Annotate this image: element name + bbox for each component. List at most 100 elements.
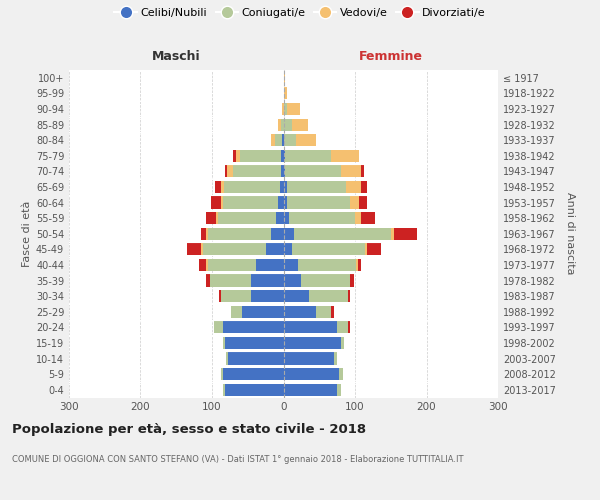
Bar — [280, 181, 284, 193]
Bar — [337, 384, 341, 396]
Bar — [361, 181, 367, 193]
Bar — [226, 352, 228, 364]
Bar — [278, 196, 284, 208]
Bar — [284, 368, 339, 380]
Bar — [214, 321, 223, 334]
Bar — [292, 118, 308, 130]
Y-axis label: Fasce di età: Fasce di età — [22, 200, 32, 267]
Bar — [233, 166, 281, 177]
Bar — [281, 150, 284, 162]
Bar — [281, 118, 284, 130]
Bar — [285, 150, 331, 162]
Bar — [271, 134, 275, 146]
Bar — [206, 274, 210, 286]
Bar — [284, 166, 285, 177]
Bar — [282, 103, 284, 115]
Bar — [208, 259, 256, 271]
Bar — [356, 259, 358, 271]
Bar — [355, 212, 361, 224]
Bar — [221, 290, 251, 302]
Bar — [361, 212, 375, 224]
Bar — [228, 352, 284, 364]
Bar — [206, 228, 208, 240]
Bar — [242, 306, 284, 318]
Bar — [294, 228, 391, 240]
Bar — [227, 166, 233, 177]
Bar — [208, 228, 271, 240]
Bar — [233, 150, 236, 162]
Bar — [287, 103, 300, 115]
Bar — [284, 103, 287, 115]
Bar — [206, 212, 216, 224]
Bar — [284, 274, 301, 286]
Bar — [350, 196, 359, 208]
Text: COMUNE DI OGGIONA CON SANTO STEFANO (VA) - Dati ISTAT 1° gennaio 2018 - Elaboraz: COMUNE DI OGGIONA CON SANTO STEFANO (VA)… — [12, 455, 464, 464]
Bar — [277, 212, 284, 224]
Bar — [346, 181, 361, 193]
Bar — [348, 290, 350, 302]
Text: Maschi: Maschi — [152, 50, 200, 63]
Bar — [358, 259, 361, 271]
Bar — [284, 150, 285, 162]
Bar — [271, 228, 284, 240]
Bar — [223, 196, 278, 208]
Bar — [284, 244, 292, 256]
Bar — [223, 321, 284, 334]
Bar — [215, 181, 221, 193]
Bar — [224, 181, 280, 193]
Bar — [287, 196, 350, 208]
Bar — [219, 290, 221, 302]
Bar — [282, 134, 284, 146]
Y-axis label: Anni di nascita: Anni di nascita — [565, 192, 575, 275]
Bar — [341, 166, 361, 177]
Bar — [284, 88, 287, 100]
Bar — [221, 181, 224, 193]
Bar — [221, 196, 223, 208]
Bar — [284, 196, 287, 208]
Bar — [284, 321, 337, 334]
Bar — [394, 228, 417, 240]
Bar — [292, 244, 365, 256]
Bar — [365, 244, 367, 256]
Bar — [284, 134, 296, 146]
Bar — [348, 321, 350, 334]
Bar — [284, 181, 287, 193]
Bar — [225, 384, 284, 396]
Bar — [361, 166, 364, 177]
Bar — [240, 150, 281, 162]
Bar — [251, 290, 284, 302]
Bar — [266, 244, 284, 256]
Bar — [199, 259, 206, 271]
Bar — [284, 72, 285, 84]
Bar — [337, 321, 348, 334]
Bar — [289, 212, 355, 224]
Bar — [211, 196, 221, 208]
Bar — [350, 274, 353, 286]
Bar — [367, 244, 382, 256]
Bar — [225, 337, 284, 349]
Bar — [230, 306, 242, 318]
Bar — [187, 244, 201, 256]
Bar — [278, 118, 281, 130]
Bar — [284, 306, 316, 318]
Bar — [223, 337, 225, 349]
Bar — [201, 244, 203, 256]
Bar — [287, 181, 346, 193]
Bar — [391, 228, 394, 240]
Bar — [256, 259, 284, 271]
Bar — [285, 166, 341, 177]
Bar — [301, 274, 350, 286]
Bar — [221, 368, 223, 380]
Bar — [284, 290, 308, 302]
Bar — [236, 150, 240, 162]
Text: Femmine: Femmine — [359, 50, 423, 63]
Bar — [298, 259, 356, 271]
Bar — [284, 259, 298, 271]
Bar — [284, 352, 334, 364]
Bar — [251, 274, 284, 286]
Bar — [334, 352, 337, 364]
Bar — [284, 228, 294, 240]
Bar — [216, 212, 218, 224]
Bar — [316, 306, 331, 318]
Bar — [284, 384, 337, 396]
